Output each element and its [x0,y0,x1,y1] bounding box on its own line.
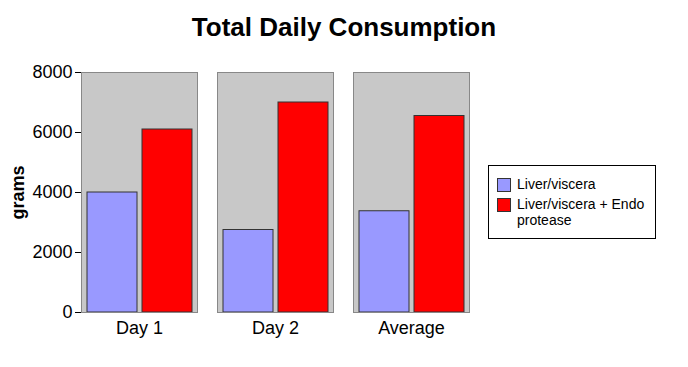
html-text:Liver/viscera: Liver/viscera [517,176,596,192]
html-text:Liver/viscera + Endo protease: Liver/viscera + Endo protease [517,196,645,228]
svg-text:6000: 6000 [32,122,72,142]
svg-text:Day 2: Day 2 [252,318,299,338]
svg-text:2000: 2000 [32,242,72,262]
svg-text:0: 0 [62,302,72,322]
svg-text:Average: Average [378,318,445,338]
svg-text:4000: 4000 [32,182,72,202]
svg-text:grams: grams [8,165,28,219]
html-text:Total Daily Consumption: Total Daily Consumption [191,12,497,42]
svg-text:Day 1: Day 1 [116,318,163,338]
svg-text:8000: 8000 [32,62,72,82]
